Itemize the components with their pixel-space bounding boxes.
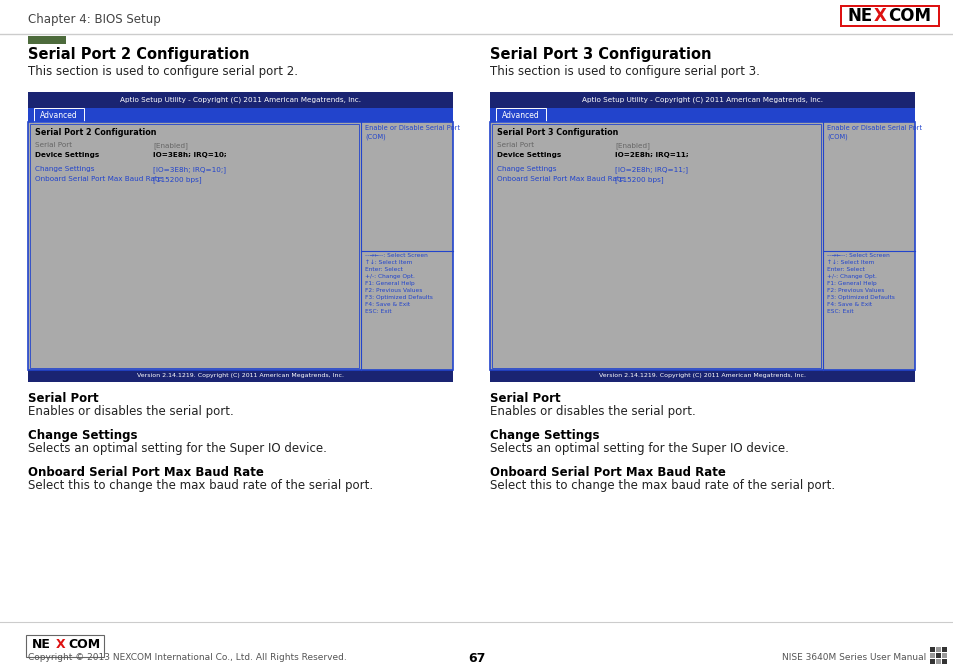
- Bar: [28, 370, 453, 382]
- Bar: [496, 108, 545, 122]
- Text: --→←--: Select Screen
↑↓: Select Item
Enter: Select
+/-: Change Opt.
F1: General: --→←--: Select Screen ↑↓: Select Item En…: [826, 253, 894, 314]
- Text: COM: COM: [887, 7, 930, 25]
- Bar: [28, 108, 453, 122]
- Bar: [28, 36, 66, 44]
- Bar: [490, 92, 914, 108]
- Text: --→←--: Select Screen
↑↓: Select Item
Enter: Select
+/-: Change Opt.
F1: General: --→←--: Select Screen ↑↓: Select Item En…: [365, 253, 433, 314]
- Text: This section is used to configure serial port 2.: This section is used to configure serial…: [28, 65, 297, 78]
- Text: Onboard Serial Port Max Baud Rate: Onboard Serial Port Max Baud Rate: [490, 466, 725, 479]
- Text: NE: NE: [32, 638, 51, 651]
- Text: NE: NE: [847, 7, 872, 25]
- Bar: [490, 108, 914, 122]
- Text: Enables or disables the serial port.: Enables or disables the serial port.: [490, 405, 695, 418]
- Bar: [935, 647, 940, 652]
- Bar: [941, 653, 946, 658]
- Text: Enable or Disable Serial Port
(COM): Enable or Disable Serial Port (COM): [826, 125, 921, 140]
- Bar: [840, 5, 939, 27]
- Bar: [929, 659, 934, 664]
- Text: IO=2E8h; IRQ=11;: IO=2E8h; IRQ=11;: [615, 152, 688, 158]
- Text: NISE 3640M Series User Manual: NISE 3640M Series User Manual: [781, 653, 925, 663]
- Bar: [30, 124, 358, 368]
- Bar: [28, 92, 453, 108]
- Text: Select this to change the max baud rate of the serial port.: Select this to change the max baud rate …: [490, 479, 834, 492]
- Text: Enables or disables the serial port.: Enables or disables the serial port.: [28, 405, 233, 418]
- Text: [Enabled]: [Enabled]: [152, 142, 188, 149]
- Text: Advanced: Advanced: [40, 110, 78, 120]
- Text: Serial Port 3 Configuration: Serial Port 3 Configuration: [490, 47, 711, 62]
- Bar: [929, 653, 934, 658]
- Text: This section is used to configure serial port 3.: This section is used to configure serial…: [490, 65, 760, 78]
- Text: [IO=2E8h; IRQ=11;]: [IO=2E8h; IRQ=11;]: [615, 166, 687, 173]
- Bar: [941, 659, 946, 664]
- Text: Change Settings: Change Settings: [28, 429, 137, 442]
- Text: Onboard Serial Port Max Baud Rate: Onboard Serial Port Max Baud Rate: [35, 176, 162, 182]
- Text: Version 2.14.1219. Copyright (C) 2011 American Megatrends, Inc.: Version 2.14.1219. Copyright (C) 2011 Am…: [137, 374, 344, 378]
- Text: Change Settings: Change Settings: [490, 429, 598, 442]
- Text: Serial Port 3 Configuration: Serial Port 3 Configuration: [497, 128, 618, 137]
- Text: X: X: [56, 638, 66, 651]
- Text: X: X: [873, 7, 886, 25]
- Text: Change Settings: Change Settings: [497, 166, 556, 172]
- Text: [Enabled]: [Enabled]: [615, 142, 649, 149]
- Text: [IO=3E8h; IRQ=10;]: [IO=3E8h; IRQ=10;]: [152, 166, 226, 173]
- Text: Serial Port: Serial Port: [490, 392, 560, 405]
- Text: Select this to change the max baud rate of the serial port.: Select this to change the max baud rate …: [28, 479, 373, 492]
- Text: Change Settings: Change Settings: [35, 166, 94, 172]
- Bar: [490, 370, 914, 382]
- Text: Selects an optimal setting for the Super IO device.: Selects an optimal setting for the Super…: [28, 442, 327, 455]
- Text: Onboard Serial Port Max Baud Rate: Onboard Serial Port Max Baud Rate: [28, 466, 264, 479]
- Bar: [490, 122, 914, 370]
- Text: Aptio Setup Utility - Copyright (C) 2011 American Megatrends, Inc.: Aptio Setup Utility - Copyright (C) 2011…: [581, 97, 822, 103]
- Text: Version 2.14.1219. Copyright (C) 2011 American Megatrends, Inc.: Version 2.14.1219. Copyright (C) 2011 Am…: [598, 374, 805, 378]
- Text: Enable or Disable Serial Port
(COM): Enable or Disable Serial Port (COM): [365, 125, 459, 140]
- Text: Selects an optimal setting for the Super IO device.: Selects an optimal setting for the Super…: [490, 442, 788, 455]
- Text: Onboard Serial Port Max Baud Rate: Onboard Serial Port Max Baud Rate: [497, 176, 623, 182]
- Bar: [935, 653, 940, 658]
- Text: Device Settings: Device Settings: [35, 152, 99, 158]
- Text: Serial Port: Serial Port: [28, 392, 98, 405]
- Bar: [26, 635, 104, 657]
- Bar: [492, 124, 821, 368]
- Bar: [28, 122, 453, 370]
- Text: Advanced: Advanced: [501, 110, 539, 120]
- Text: Serial Port: Serial Port: [35, 142, 72, 148]
- Text: Chapter 4: BIOS Setup: Chapter 4: BIOS Setup: [28, 13, 161, 26]
- Text: Serial Port: Serial Port: [497, 142, 534, 148]
- Bar: [841, 7, 937, 25]
- Bar: [929, 647, 934, 652]
- Bar: [935, 659, 940, 664]
- Bar: [941, 647, 946, 652]
- Text: Copyright © 2013 NEXCOM International Co., Ltd. All Rights Reserved.: Copyright © 2013 NEXCOM International Co…: [28, 653, 346, 663]
- Text: Serial Port 2 Configuration: Serial Port 2 Configuration: [28, 47, 250, 62]
- Bar: [490, 122, 914, 370]
- Text: 67: 67: [468, 651, 485, 665]
- Bar: [28, 122, 453, 370]
- Text: COM: COM: [68, 638, 100, 651]
- Text: Serial Port 2 Configuration: Serial Port 2 Configuration: [35, 128, 156, 137]
- Text: Aptio Setup Utility - Copyright (C) 2011 American Megatrends, Inc.: Aptio Setup Utility - Copyright (C) 2011…: [120, 97, 360, 103]
- Text: [115200 bps]: [115200 bps]: [615, 176, 663, 183]
- Text: [115200 bps]: [115200 bps]: [152, 176, 201, 183]
- Text: Device Settings: Device Settings: [497, 152, 560, 158]
- Text: IO=3E8h; IRQ=10;: IO=3E8h; IRQ=10;: [152, 152, 227, 158]
- Bar: [34, 108, 84, 122]
